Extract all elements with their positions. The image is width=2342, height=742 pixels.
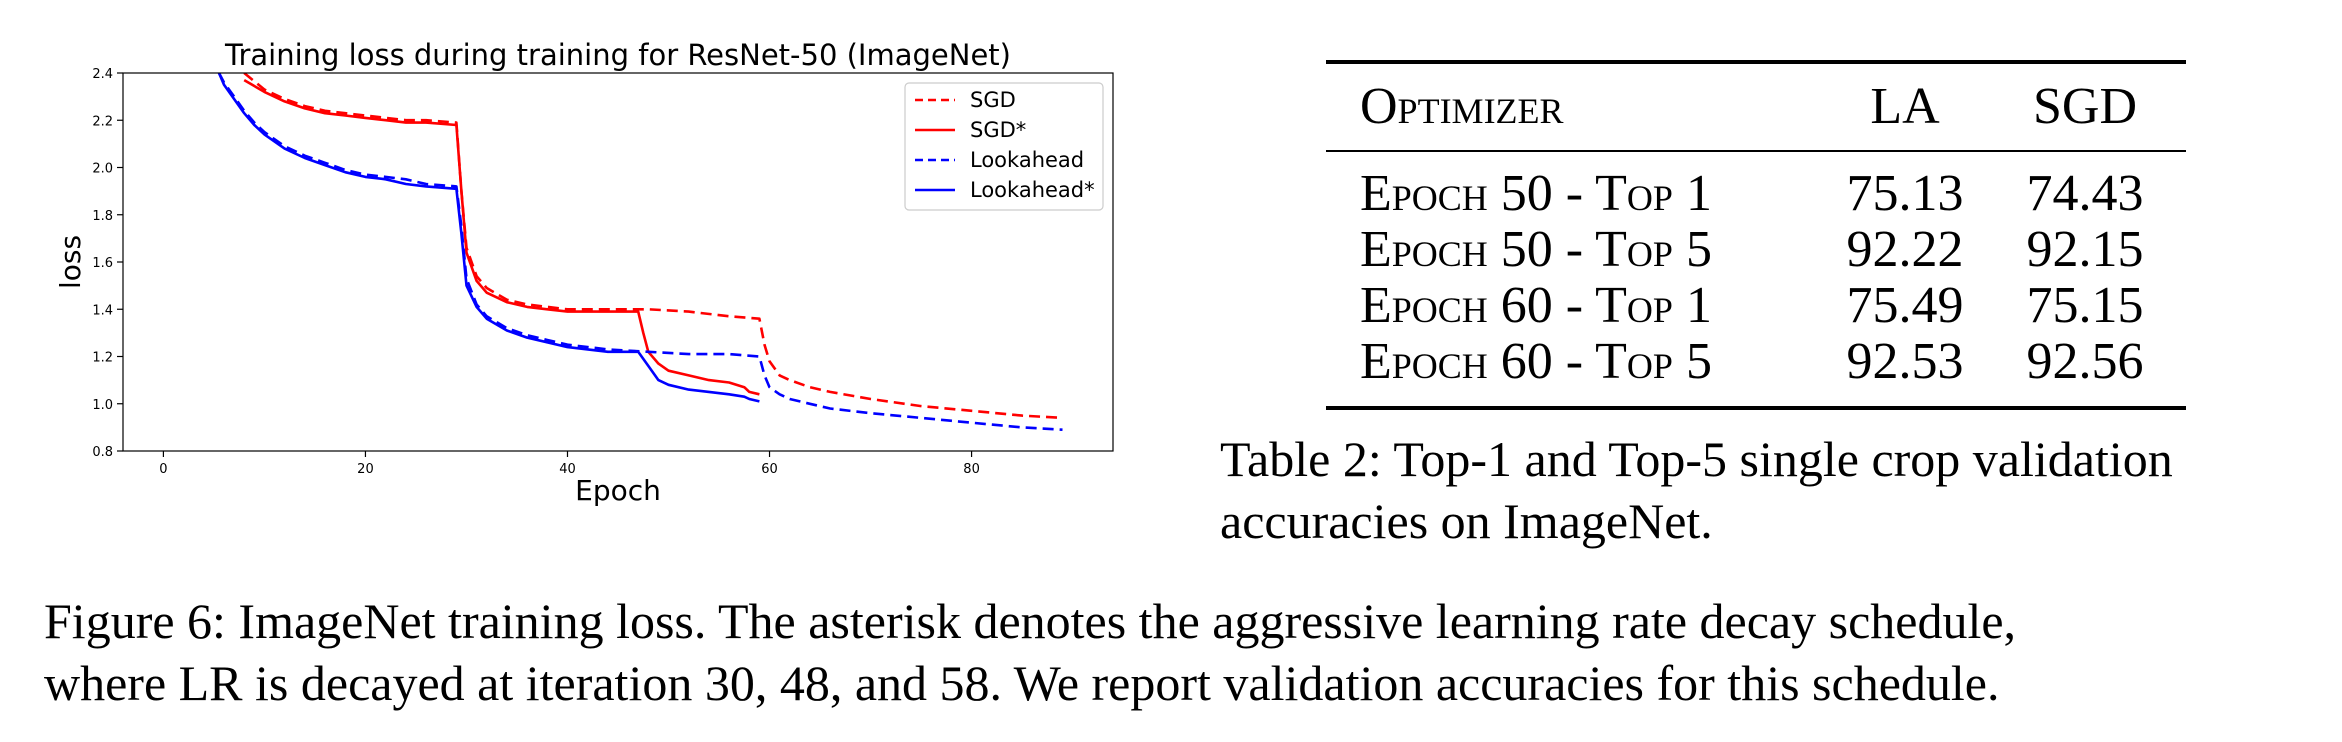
- header-la: LA: [1870, 78, 1940, 135]
- legend-box: [904, 82, 1104, 211]
- x-tick-label: 60: [761, 462, 778, 477]
- header-optimizer: Optimizer: [1360, 78, 1564, 135]
- series-line-sgd: [243, 73, 1063, 420]
- la-value: 75.49: [1846, 277, 1964, 334]
- la-value: 92.22: [1846, 221, 1964, 278]
- legend: SGD SGD* Lookahead Lookahead*: [904, 82, 1104, 211]
- table-row: Epoch 60 - Top 5 92.53 92.56: [1326, 334, 2186, 390]
- legend-label: SGD: [970, 88, 1016, 112]
- y-tick-label: 1.4: [92, 303, 113, 318]
- la-value: 75.13: [1846, 165, 1964, 222]
- y-axis-label: loss: [54, 235, 87, 289]
- x-tick-label: 80: [963, 462, 980, 477]
- plot-lines: [217, 73, 1063, 431]
- figure-caption-line-1: Figure 6: ImageNet training loss. The as…: [44, 593, 2017, 649]
- row-label: Epoch 50 - Top 5: [1360, 221, 1712, 278]
- series-line-sgd-star: [243, 78, 760, 396]
- table-header-row: Optimizer LA SGD: [1326, 64, 2186, 150]
- y-tick-label: 2.2: [92, 114, 113, 129]
- header-sgd: SGD: [2032, 78, 2138, 135]
- sgd-value: 74.43: [2026, 165, 2144, 222]
- row-label: Epoch 60 - Top 1: [1360, 277, 1712, 334]
- y-tick-label: 1.0: [92, 398, 113, 413]
- table-caption-line-2: accuracies on ImageNet.: [1220, 493, 1713, 549]
- table-row: Epoch 50 - Top 5 92.22 92.15: [1326, 222, 2186, 278]
- x-axis-label: Epoch: [575, 474, 661, 507]
- legend-label: Lookahead*: [970, 178, 1095, 202]
- y-tick-label: 2.0: [92, 162, 113, 177]
- y-tick-label: 0.8: [92, 445, 113, 460]
- table-row: Epoch 60 - Top 1 75.49 75.15: [1326, 278, 2186, 334]
- la-value: 92.53: [1846, 333, 1964, 390]
- x-tick-label: 40: [559, 462, 576, 477]
- x-axis-ticks: 0 20 40 60 80: [159, 451, 980, 477]
- table-bottom-rule: [1326, 406, 2186, 410]
- sgd-value: 92.15: [2026, 221, 2144, 278]
- row-label: Epoch 50 - Top 1: [1360, 165, 1712, 222]
- legend-label: SGD*: [970, 118, 1026, 142]
- sgd-value: 75.15: [2026, 277, 2144, 334]
- y-tick-label: 1.6: [92, 256, 113, 271]
- results-table: Optimizer LA SGD Epoch 50 - Top 1 75.13 …: [1326, 60, 2186, 410]
- training-loss-chart: Training loss during training for ResNet…: [54, 38, 1114, 507]
- legend-label: Lookahead: [970, 148, 1084, 172]
- x-tick-label: 0: [159, 462, 167, 477]
- y-axis-ticks: 0.8 1.0 1.2 1.4 1.6 1.8 2.0 2.2 2.4: [92, 67, 123, 460]
- x-tick-label: 20: [357, 462, 374, 477]
- table-top-rule: [1326, 60, 2186, 64]
- figure-caption: Figure 6: ImageNet training loss. The as…: [44, 590, 2016, 714]
- table-caption: Table 2: Top-1 and Top-5 single crop val…: [1220, 428, 2173, 552]
- figure-caption-line-2: where LR is decayed at iteration 30, 48,…: [44, 655, 2000, 711]
- y-tick-label: 2.4: [92, 67, 113, 82]
- y-tick-label: 1.8: [92, 209, 113, 224]
- y-tick-label: 1.2: [92, 351, 113, 366]
- table-mid-rule: [1326, 150, 2186, 152]
- series-line-lookahead-star: [217, 73, 760, 403]
- row-label: Epoch 60 - Top 5: [1360, 333, 1712, 390]
- series-line-lookahead: [217, 73, 1063, 431]
- chart-title: Training loss during training for ResNet…: [224, 38, 1011, 72]
- table-caption-line-1: Table 2: Top-1 and Top-5 single crop val…: [1220, 431, 2173, 487]
- table-row: Epoch 50 - Top 1 75.13 74.43: [1326, 166, 2186, 222]
- table-body: Epoch 50 - Top 1 75.13 74.43 Epoch 50 - …: [1326, 152, 2186, 406]
- sgd-value: 92.56: [2026, 333, 2144, 390]
